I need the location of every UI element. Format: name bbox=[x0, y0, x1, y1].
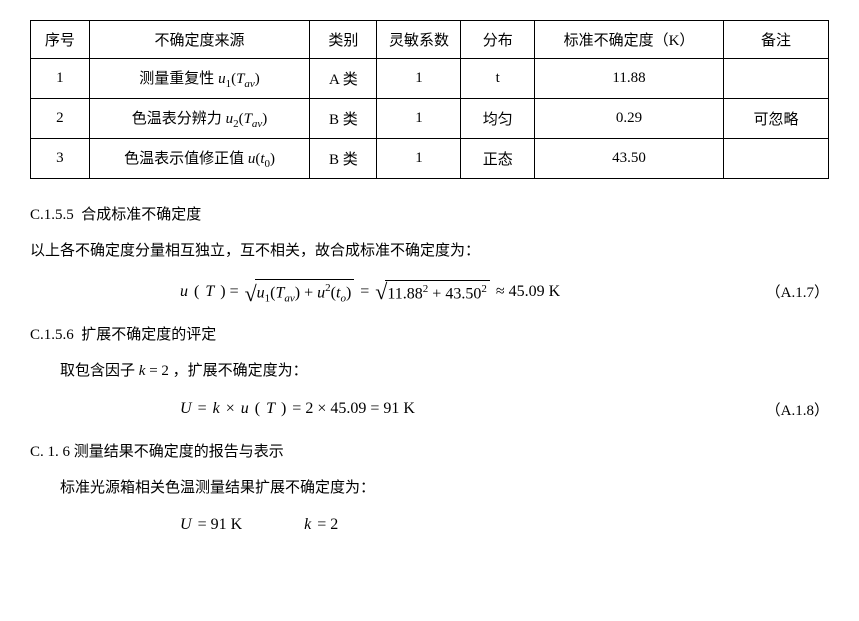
paren: ) bbox=[346, 284, 351, 301]
formula-body: u(T) = √ u1(Tav) + u2(to) = √ 11.882 + 4… bbox=[180, 279, 719, 305]
cell-cat: A 类 bbox=[310, 59, 377, 99]
times: × bbox=[226, 400, 235, 418]
heading-c156: C.1.5.6 扩展不确定度的评定 bbox=[30, 323, 829, 344]
para-c155: 以上各不确定度分量相互独立，互不相关，故合成标准不确定度为： bbox=[30, 238, 829, 265]
cell-cat: B 类 bbox=[310, 99, 377, 139]
sym: u bbox=[257, 284, 265, 301]
heading-title: 扩展不确定度的评定 bbox=[81, 327, 216, 343]
cell-dist: 均匀 bbox=[461, 99, 535, 139]
cell-std: 11.88 bbox=[534, 59, 723, 99]
cell-note bbox=[723, 139, 828, 179]
approx-result: ≈ 45.09 K bbox=[496, 283, 560, 301]
paren: ) bbox=[281, 400, 286, 418]
sqrt-icon: √ u1(Tav) + u2(to) bbox=[245, 279, 355, 305]
cell-sens: 1 bbox=[377, 139, 461, 179]
cell-seq: 2 bbox=[31, 99, 90, 139]
heading-title: 合成标准不确定度 bbox=[81, 207, 201, 223]
formula-result: U = 91 K k = 2 bbox=[30, 516, 829, 534]
num: 43.50 bbox=[445, 285, 481, 302]
th-cat: 类别 bbox=[310, 21, 377, 59]
sym-k: k bbox=[213, 400, 220, 418]
src-arg: T bbox=[244, 111, 252, 127]
sym: u bbox=[317, 284, 325, 301]
formula-a17: u(T) = √ u1(Tav) + u2(to) = √ 11.882 + 4… bbox=[30, 279, 829, 305]
sym-U: U bbox=[180, 516, 192, 534]
formula-tag: （A.1.7） bbox=[719, 281, 829, 302]
th-note: 备注 bbox=[723, 21, 828, 59]
paren-close: ) bbox=[262, 111, 267, 127]
th-dist: 分布 bbox=[461, 21, 535, 59]
formula-a18: U = k × u ( T) = 2 × 45.09 = 91 K （A.1.8） bbox=[30, 399, 829, 420]
table-row: 3 色温表示值修正值 u(t0) B 类 1 正态 43.50 bbox=[31, 139, 829, 179]
sym-u: u bbox=[180, 283, 188, 301]
heading-title: 测量结果不确定度的报告与表示 bbox=[74, 444, 284, 460]
cell-source: 测量重复性 u1(Tav) bbox=[89, 59, 310, 99]
heading-c155: C.1.5.5 合成标准不确定度 bbox=[30, 203, 829, 224]
sym-u: u bbox=[241, 400, 249, 418]
src-argsub: av bbox=[252, 118, 262, 130]
cell-source: 色温表示值修正值 u(t0) bbox=[89, 139, 310, 179]
src-sym: u bbox=[226, 111, 234, 127]
formula-body: U = 91 K k = 2 bbox=[180, 516, 719, 534]
cell-std: 0.29 bbox=[534, 99, 723, 139]
para-c156: 取包含因子 k = 2 ，扩展不确定度为： bbox=[30, 358, 829, 385]
cell-source: 色温表分辨力 u2(Tav) bbox=[89, 99, 310, 139]
num: 11.88 bbox=[387, 285, 422, 302]
uncertainty-table: 序号 不确定度来源 类别 灵敏系数 分布 标准不确定度（K） 备注 1 测量重复… bbox=[30, 20, 829, 179]
cell-note: 可忽略 bbox=[723, 99, 828, 139]
sqrt-body: 11.882 + 43.502 bbox=[385, 280, 489, 303]
table-header-row: 序号 不确定度来源 类别 灵敏系数 分布 标准不确定度（K） 备注 bbox=[31, 21, 829, 59]
heading-num: C. 1. 6 bbox=[30, 444, 70, 460]
plus: + bbox=[428, 285, 445, 302]
paren: ( bbox=[194, 283, 199, 301]
cell-note bbox=[723, 59, 828, 99]
table-row: 2 色温表分辨力 u2(Tav) B 类 1 均匀 0.29 可忽略 bbox=[31, 99, 829, 139]
heading-num: C.1.5.5 bbox=[30, 207, 74, 223]
cell-sens: 1 bbox=[377, 59, 461, 99]
rest: = 2 × 45.09 = 91 K bbox=[292, 400, 415, 418]
paren-close: ) bbox=[270, 151, 275, 167]
sqrt-body: u1(Tav) + u2(to) bbox=[255, 279, 355, 305]
val: = 2 bbox=[317, 516, 338, 534]
th-src: 不确定度来源 bbox=[89, 21, 310, 59]
table-row: 1 测量重复性 u1(Tav) A 类 1 t 11.88 bbox=[31, 59, 829, 99]
para-mid: = 2 ，扩展不确定度为： bbox=[145, 363, 307, 379]
plus: + bbox=[300, 284, 317, 301]
heading-num: C.1.5.6 bbox=[30, 327, 74, 343]
cell-seq: 1 bbox=[31, 59, 90, 99]
sym-k: k bbox=[304, 516, 311, 534]
eq: = bbox=[360, 283, 369, 301]
cell-dist: t bbox=[461, 59, 535, 99]
heading-c16: C. 1. 6 测量结果不确定度的报告与表示 bbox=[30, 440, 829, 461]
sup: 2 bbox=[481, 283, 487, 295]
sym-T: T bbox=[205, 283, 214, 301]
th-seq: 序号 bbox=[31, 21, 90, 59]
sym-T: T bbox=[266, 400, 275, 418]
cell-seq: 3 bbox=[31, 139, 90, 179]
th-std: 标准不确定度（K） bbox=[534, 21, 723, 59]
paren-close: ) bbox=[255, 71, 260, 87]
cell-dist: 正态 bbox=[461, 139, 535, 179]
th-sens: 灵敏系数 bbox=[377, 21, 461, 59]
val: = 91 K bbox=[198, 516, 243, 534]
para-pre: 取包含因子 bbox=[60, 363, 139, 379]
src-prefix: 色温表分辨力 bbox=[132, 111, 226, 127]
para-c16: 标准光源箱相关色温测量结果扩展不确定度为： bbox=[30, 475, 829, 502]
src-argsub: av bbox=[244, 78, 254, 90]
src-sym: u bbox=[218, 71, 226, 87]
paren: ) = bbox=[220, 283, 238, 301]
src-prefix: 测量重复性 bbox=[139, 71, 218, 87]
cell-cat: B 类 bbox=[310, 139, 377, 179]
paren: ( bbox=[255, 400, 260, 418]
src-prefix: 色温表示值修正值 bbox=[124, 151, 248, 167]
formula-tag: （A.1.8） bbox=[719, 399, 829, 420]
eq: = bbox=[198, 400, 207, 418]
sqrt-icon: √ 11.882 + 43.502 bbox=[375, 280, 490, 303]
formula-body: U = k × u ( T) = 2 × 45.09 = 91 K bbox=[180, 400, 719, 418]
cell-std: 43.50 bbox=[534, 139, 723, 179]
sym-U: U bbox=[180, 400, 192, 418]
cell-sens: 1 bbox=[377, 99, 461, 139]
sub: av bbox=[284, 293, 294, 305]
